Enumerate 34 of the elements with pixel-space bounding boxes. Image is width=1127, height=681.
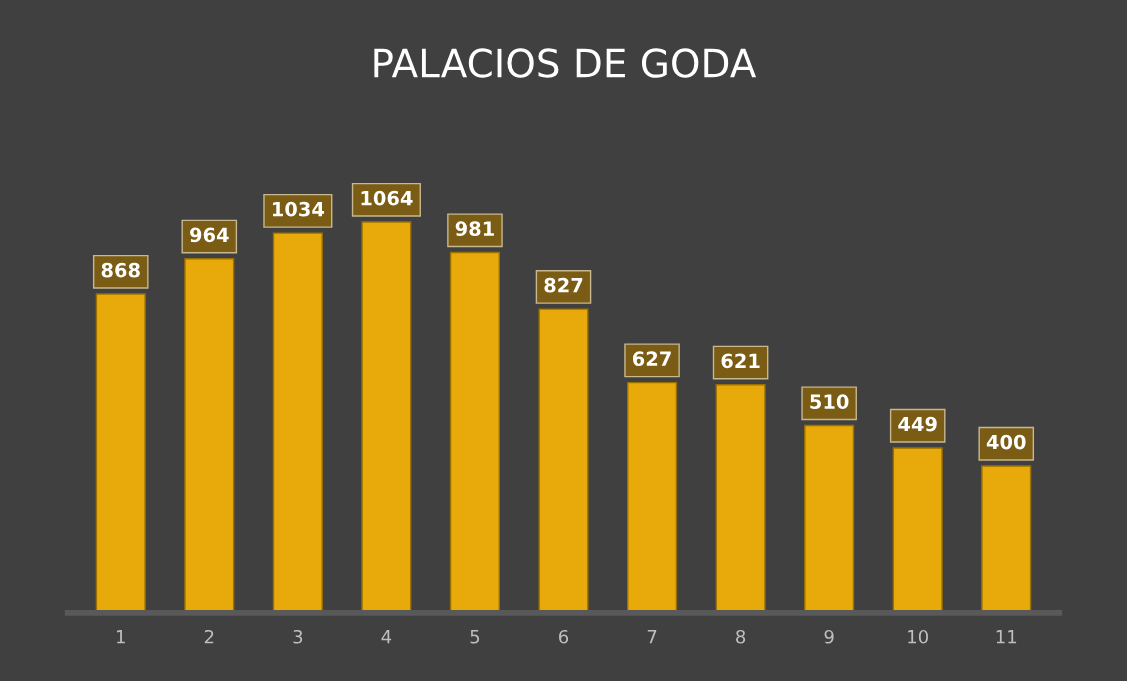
bar — [715, 384, 766, 613]
x-tick-label: 7 — [647, 630, 657, 644]
bar — [184, 258, 235, 613]
data-label: 1034 — [272, 201, 325, 217]
data-label: 627 — [632, 351, 671, 367]
bar — [361, 221, 412, 613]
data-label: 868 — [101, 262, 140, 278]
x-tick-label: 2 — [204, 629, 214, 644]
bar — [981, 465, 1032, 613]
data-label: 1064 — [361, 190, 413, 206]
bar — [95, 293, 146, 613]
x-tick-label: 6 — [559, 629, 569, 644]
bar — [804, 424, 855, 613]
bar — [449, 251, 500, 613]
data-label: 621 — [721, 353, 760, 369]
x-tick-label: 5 — [470, 630, 480, 644]
bar — [627, 381, 678, 613]
x-tick-label: 9 — [824, 629, 834, 644]
data-label: 981 — [455, 221, 494, 236]
data-label: 510 — [810, 394, 849, 409]
x-tick-label: 4 — [381, 630, 392, 644]
x-tick-label: 1 — [116, 630, 125, 644]
bar — [892, 447, 943, 613]
x-tick-label: 8 — [736, 629, 746, 644]
data-label: 449 — [898, 416, 937, 432]
x-tick-label: 3 — [293, 629, 303, 644]
data-label: 964 — [190, 227, 229, 243]
data-label: 827 — [544, 277, 583, 293]
x-tick-label: 10 — [908, 629, 928, 644]
x-tick-label: 11 — [996, 630, 1017, 644]
bar — [538, 308, 589, 613]
bar — [272, 232, 323, 613]
data-label: 400 — [986, 434, 1026, 450]
chart-title: PALACIOS DE GODA — [374, 48, 757, 78]
